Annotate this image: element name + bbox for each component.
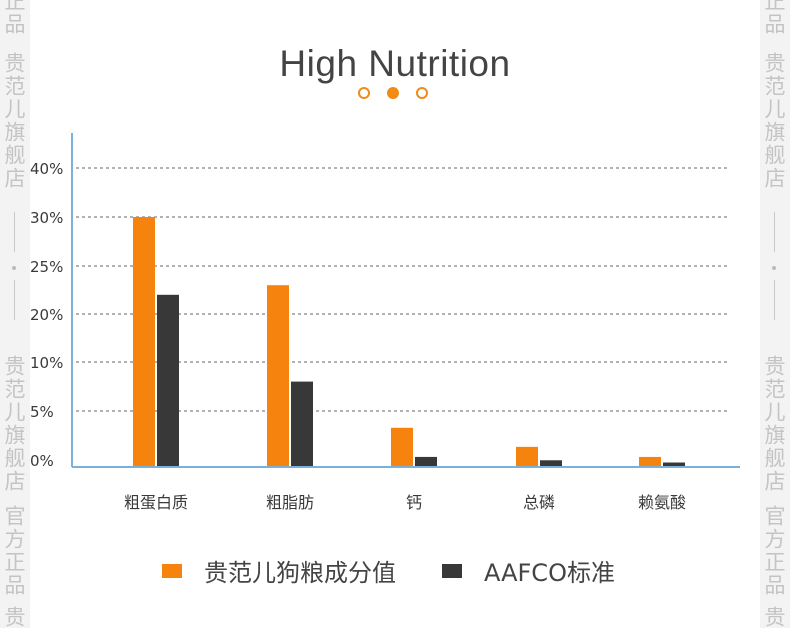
- y-tick-label: 40%: [30, 160, 63, 178]
- y-tick-label: 0%: [30, 452, 54, 470]
- watermark-dot: [772, 266, 776, 270]
- right-watermark-strip: 正品 贵范儿旗舰店 贵范儿旗舰店 官方正品 贵: [760, 0, 790, 628]
- watermark-text: 正品: [2, 0, 26, 36]
- legend-label-product: 贵范儿狗粮成分值: [204, 559, 396, 587]
- chart-legend: 贵范儿狗粮成分值 AAFCO标准: [162, 553, 661, 588]
- bar: [516, 446, 538, 467]
- watermark-text: 官方正品: [2, 505, 26, 597]
- x-tick-label: 赖氨酸: [638, 493, 686, 512]
- carousel-pager: [358, 84, 428, 102]
- watermark-text: 贵范儿旗舰店: [2, 355, 26, 493]
- pager-dot-active[interactable]: [387, 87, 399, 99]
- y-tick-label: 20%: [30, 306, 63, 324]
- y-tick-label: 30%: [30, 209, 63, 227]
- y-tick-label: 5%: [30, 403, 54, 421]
- legend-item-aafco: AAFCO标准: [442, 553, 615, 588]
- watermark-text: 贵范儿旗舰店: [762, 355, 786, 493]
- legend-swatch-aafco: [442, 563, 462, 578]
- page-title: High Nutrition: [279, 42, 511, 84]
- watermark-text: 官方正品: [762, 505, 786, 597]
- legend-swatch-product: [162, 563, 182, 578]
- y-tick-label: 25%: [30, 258, 63, 276]
- legend-item-product: 贵范儿狗粮成分值: [162, 553, 396, 588]
- left-watermark-strip: 正品 贵范儿旗舰店 贵范儿旗舰店 官方正品 贵: [0, 0, 30, 628]
- watermark-text: 正品: [762, 0, 786, 36]
- legend-label-aafco: AAFCO标准: [484, 559, 615, 587]
- watermark-text: 贵: [2, 606, 26, 628]
- watermark-divider: [774, 212, 775, 252]
- watermark-text: 贵范儿旗舰店: [762, 52, 786, 190]
- watermark-text: 贵范儿旗舰店: [2, 52, 26, 190]
- x-tick-label: 总磷: [523, 493, 555, 512]
- x-tick-label: 粗脂肪: [266, 493, 314, 512]
- bar: [415, 456, 437, 467]
- watermark-text: 贵: [762, 606, 786, 628]
- pager-dot[interactable]: [416, 87, 428, 99]
- bar: [267, 285, 289, 467]
- watermark-dot: [12, 266, 16, 270]
- x-tick-label: 粗蛋白质: [124, 493, 188, 512]
- bar: [291, 381, 313, 467]
- pager-dot[interactable]: [358, 87, 370, 99]
- bar: [540, 460, 562, 467]
- bar: [663, 462, 685, 467]
- watermark-divider: [14, 280, 15, 320]
- bar: [391, 427, 413, 467]
- bar: [157, 294, 179, 467]
- bar: [639, 456, 661, 467]
- watermark-divider: [14, 212, 15, 252]
- watermark-divider: [774, 280, 775, 320]
- y-tick-label: 10%: [30, 354, 63, 372]
- bar: [133, 217, 155, 467]
- x-tick-label: 钙: [406, 493, 422, 512]
